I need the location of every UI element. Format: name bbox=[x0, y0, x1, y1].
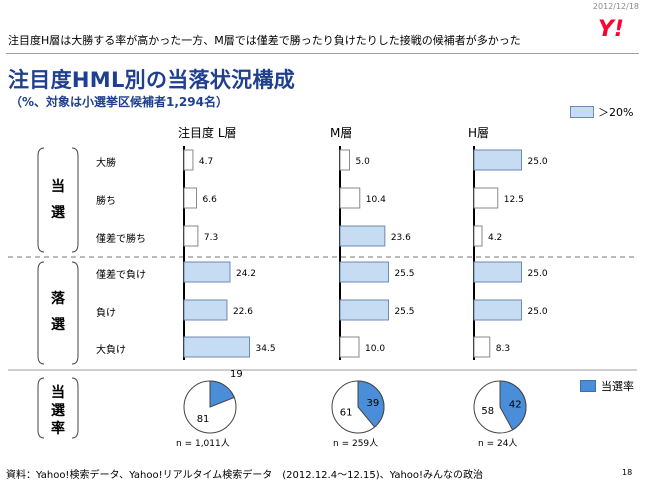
bar-value-h-0: 25.0 bbox=[528, 157, 548, 167]
bar-value-l-2: 7.3 bbox=[204, 233, 218, 243]
bar-m-3 bbox=[339, 261, 389, 283]
bar-h-3 bbox=[473, 261, 522, 283]
bar-m-2 bbox=[339, 225, 386, 247]
bar-value-l-5: 34.5 bbox=[256, 344, 276, 354]
bar-value-m-0: 5.0 bbox=[356, 157, 371, 167]
bar-value-h-3: 25.0 bbox=[528, 269, 548, 279]
group-label-lose-char-2: 選 bbox=[51, 317, 65, 333]
bar-value-h-2: 4.2 bbox=[488, 233, 502, 243]
group-label-win: 当 選 bbox=[45, 180, 71, 220]
brace-lose-left bbox=[37, 261, 45, 365]
pie-h-lose-label: 58 bbox=[481, 406, 494, 417]
chart-subtitle: （%、対象は小選挙区候補者1,294名） bbox=[10, 95, 228, 109]
legend-highlight-label: ＞20% bbox=[598, 106, 634, 119]
column-header-h: H層 bbox=[468, 126, 490, 140]
report-date: 2012/12/18 bbox=[592, 2, 639, 11]
bar-value-l-1: 6.6 bbox=[203, 195, 218, 205]
brace-win-left bbox=[37, 147, 45, 253]
source-footnote: 資料：Yahoo!検索データ、Yahoo!リアルタイム検索データ (2012.1… bbox=[6, 470, 484, 481]
group-label-win-char-1: 当 bbox=[51, 179, 65, 195]
brace-rate-right bbox=[71, 377, 79, 439]
bar-l-3 bbox=[183, 261, 231, 283]
row-label-big-win: 大勝 bbox=[96, 158, 116, 169]
group-label-win-char-2: 選 bbox=[51, 205, 65, 221]
row-label-narrow-win: 僅差で勝ち bbox=[96, 234, 146, 245]
bar-h-0 bbox=[473, 149, 522, 171]
bar-value-m-5: 10.0 bbox=[365, 344, 385, 354]
pie-m-lose-label: 61 bbox=[340, 407, 353, 418]
n-count-l: n = 1,011人 bbox=[176, 439, 230, 449]
bar-h-4 bbox=[473, 299, 522, 321]
group-label-rate-char-3: 率 bbox=[51, 421, 65, 437]
pie-h-win-label: 42 bbox=[509, 399, 522, 410]
row-label-big-loss: 大負け bbox=[96, 345, 126, 356]
bar-h-1 bbox=[473, 187, 499, 209]
legend-highlight: ＞20% bbox=[570, 104, 633, 120]
bar-value-l-0: 4.7 bbox=[199, 157, 213, 167]
group-label-rate: 当 選 率 bbox=[45, 386, 71, 436]
pie-h-win-slice bbox=[499, 380, 527, 431]
row-label-win: 勝ち bbox=[96, 196, 116, 207]
header-divider bbox=[6, 53, 639, 54]
bar-h-5 bbox=[473, 336, 491, 358]
bar-h-2 bbox=[473, 225, 483, 247]
group-label-lose: 落 選 bbox=[45, 292, 71, 332]
pie-l-win-label: 19 bbox=[230, 369, 243, 380]
n-count-h: n = 24人 bbox=[478, 439, 518, 449]
bar-value-h-5: 8.3 bbox=[496, 344, 510, 354]
legend-win-rate-label: 当選率 bbox=[601, 380, 634, 393]
bar-m-4 bbox=[339, 299, 389, 321]
bar-value-l-4: 22.6 bbox=[233, 307, 253, 317]
group-label-lose-char-1: 落 bbox=[51, 291, 65, 307]
bar-value-m-1: 10.4 bbox=[366, 195, 386, 205]
row-label-narrow-loss: 僅差で負け bbox=[96, 270, 146, 281]
n-count-m: n = 259人 bbox=[333, 439, 379, 449]
bar-l-1 bbox=[183, 187, 198, 209]
page-number: 18 bbox=[622, 468, 633, 477]
bar-value-m-4: 25.5 bbox=[394, 307, 414, 317]
column-header-l: 注目度 L層 bbox=[178, 126, 237, 140]
bar-m-5 bbox=[339, 336, 360, 358]
group-label-rate-char-2: 選 bbox=[51, 403, 65, 419]
pie-l-lose-label: 81 bbox=[197, 414, 210, 425]
legend-win-rate: 当選率 bbox=[580, 378, 634, 394]
bar-value-m-2: 23.6 bbox=[391, 233, 411, 243]
bar-l-4 bbox=[183, 299, 228, 321]
pie-l-win-slice bbox=[209, 380, 235, 408]
legend-highlight-swatch bbox=[570, 106, 594, 118]
pie-m-win-label: 39 bbox=[366, 398, 379, 409]
chart-title: 注目度HML別の当落状況構成 bbox=[8, 68, 296, 92]
brace-lose-right bbox=[71, 261, 79, 365]
bar-value-l-3: 24.2 bbox=[236, 269, 256, 279]
bar-l-0 bbox=[183, 149, 194, 171]
bar-value-h-1: 12.5 bbox=[504, 195, 524, 205]
group-label-rate-char-1: 当 bbox=[51, 385, 65, 401]
bar-m-0 bbox=[339, 149, 350, 171]
yahoo-logo: Y! bbox=[598, 17, 624, 42]
brace-win-right bbox=[71, 147, 79, 253]
bar-value-m-3: 25.5 bbox=[394, 269, 414, 279]
svg-text:Y!: Y! bbox=[598, 17, 624, 42]
row-label-loss: 負け bbox=[96, 308, 116, 319]
bar-l-2 bbox=[183, 225, 199, 247]
brace-rate-left bbox=[37, 377, 45, 439]
bar-l-5 bbox=[183, 336, 251, 358]
subheadline: 注目度H層は大勝する率が高かった一方、M層では僅差で勝ったり負けたりした接戦の候… bbox=[8, 34, 521, 47]
bar-m-1 bbox=[339, 187, 361, 209]
bar-value-h-4: 25.0 bbox=[528, 307, 548, 317]
legend-win-rate-swatch bbox=[580, 380, 596, 392]
pie-m-win-slice bbox=[357, 380, 385, 428]
column-header-m: M層 bbox=[330, 126, 353, 140]
